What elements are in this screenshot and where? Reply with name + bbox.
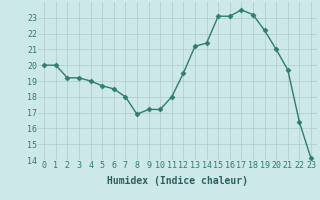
X-axis label: Humidex (Indice chaleur): Humidex (Indice chaleur)	[107, 176, 248, 186]
